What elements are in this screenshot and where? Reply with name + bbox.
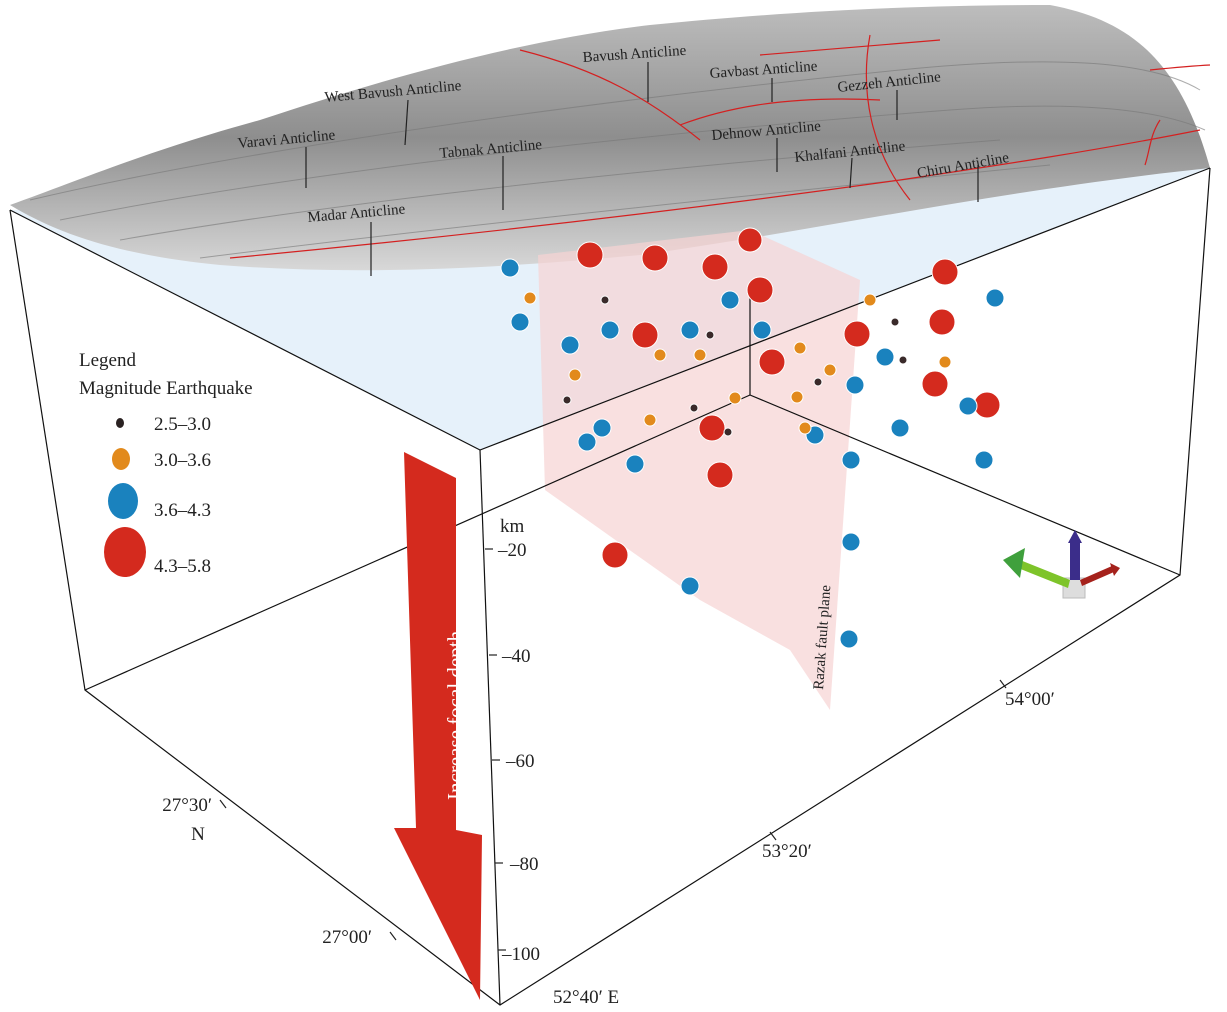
arrow-label: Increase focal depth — [443, 630, 467, 800]
legend: Legend Magnitude Earthquake 2.5–3.0 3.0–… — [79, 350, 253, 577]
legend-subtitle: Magnitude Earthquake — [79, 378, 253, 399]
axis-unit: km — [500, 516, 525, 537]
lat-tick: 27°30′ — [162, 795, 212, 816]
legend-item: 2.5–3.0 — [154, 414, 211, 435]
geo-ticks: 52°40′ E 53°20′ 54°00′ 27°00′ 27°30′ N — [162, 680, 1055, 1008]
legend-item: 3.6–4.3 — [154, 500, 211, 521]
legend-title: Legend — [79, 350, 136, 371]
lat-hemisphere: N — [191, 824, 205, 845]
depth-axis: km –20 –40 –60 –80 –100 — [485, 516, 540, 965]
orientation-axes — [1003, 530, 1120, 598]
lat-tick: 27°00′ — [322, 927, 372, 948]
tick-label: –60 — [505, 751, 535, 772]
figure: Razak fault plane Bavush Anticline West … — [0, 0, 1227, 1012]
lon-tick: 53°20′ — [762, 841, 812, 862]
fault-plane — [538, 230, 860, 710]
tick-label: –20 — [497, 540, 527, 561]
lon-tick: 54°00′ — [1005, 689, 1055, 710]
depth-arrow — [394, 452, 482, 1000]
tick-label: –80 — [509, 854, 539, 875]
legend-item: 4.3–5.8 — [154, 556, 211, 577]
lon-tick: 52°40′ E — [553, 987, 619, 1008]
tick-label: –100 — [501, 944, 540, 965]
legend-item: 3.0–3.6 — [154, 450, 211, 471]
tick-label: –40 — [501, 646, 531, 667]
